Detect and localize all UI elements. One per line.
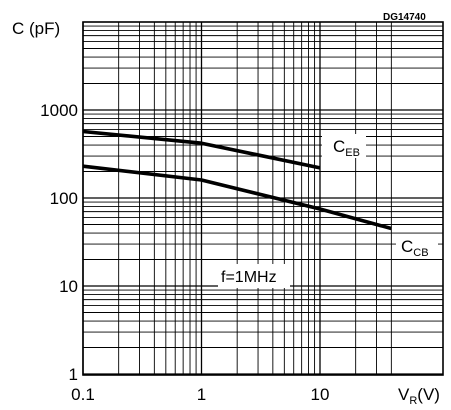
grid-lines bbox=[82, 21, 444, 376]
frequency-annotation: f=1MHz bbox=[221, 269, 277, 286]
data-curves bbox=[82, 129, 392, 231]
x-axis-label-sub: R bbox=[409, 395, 417, 407]
y-tick-label: 100 bbox=[50, 189, 78, 208]
annotation-background bbox=[218, 264, 290, 288]
series-line-eb bbox=[82, 129, 321, 170]
figure-code: DG14740 bbox=[383, 12, 426, 23]
y-tick-label: 1 bbox=[69, 365, 78, 384]
series-label-background bbox=[322, 134, 366, 158]
chart-labels: C (pF) DG14740 VR(V) f=1MHz 0.1 1 10110100… bbox=[12, 12, 440, 407]
plot-frame bbox=[82, 21, 444, 376]
series-label-background bbox=[396, 234, 438, 258]
x-axis-label-unit: (V) bbox=[417, 385, 440, 404]
x-axis-label: VR(V) bbox=[398, 385, 440, 407]
y-axis-label: C (pF) bbox=[12, 19, 60, 38]
y-tick-label: 1000 bbox=[40, 101, 78, 120]
x-axis-label-main: V bbox=[398, 385, 410, 404]
series-label-cb: CCB bbox=[401, 237, 429, 259]
series-label-eb: CEB bbox=[333, 137, 360, 159]
x-tick-label: 10 bbox=[311, 385, 330, 404]
y-tick-label: 10 bbox=[59, 277, 78, 296]
x-tick-label: 1 bbox=[197, 385, 206, 404]
x-tick-label: 0.1 bbox=[71, 385, 95, 404]
series-line-cb bbox=[82, 164, 392, 231]
